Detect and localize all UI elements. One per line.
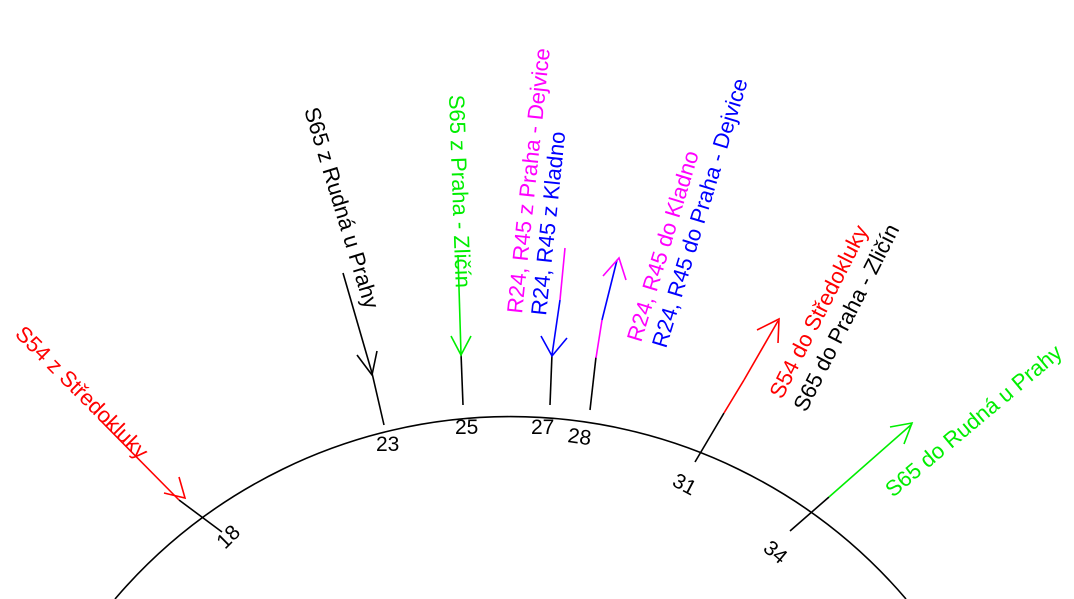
- route-label-s54-from: S54 z Středokluky: [10, 321, 153, 464]
- arrow-head-s65-to-rudna: [889, 421, 914, 445]
- stop-number-27: 27: [531, 416, 554, 439]
- stop-number-18: 18: [212, 521, 245, 554]
- route-label-s65-to-rudna: S65 do Rudná u Prahy: [880, 340, 1067, 502]
- spoke-18: [178, 499, 223, 533]
- route-line-s54-to: [743, 320, 779, 381]
- stop-27: 27: [531, 247, 568, 439]
- stop-number-34: 34: [759, 536, 792, 569]
- stop-31: 31: [669, 317, 780, 500]
- stop-number-31: 31: [669, 469, 700, 500]
- route-label-s65-from-zlicin: S65 z Praha - Zličín: [444, 94, 476, 288]
- spoke-31: [694, 412, 725, 463]
- stop-28: 28: [566, 256, 627, 450]
- stop-34: 34: [759, 421, 914, 569]
- route-line-s65-from-rudna: [342, 272, 373, 374]
- route-label-s65-from-rudna: S65 z Rudná u Prahy: [299, 104, 384, 311]
- stop-number-25: 25: [455, 416, 478, 439]
- route-line-s65-to-rudna: [828, 423, 913, 498]
- spoke-34: [789, 496, 830, 532]
- route-line-r24-to-kladno: [601, 259, 618, 321]
- spoke-28: [589, 356, 597, 411]
- arrow-head-s65-from-zlicin: [450, 335, 472, 357]
- arrow-head-r24-inbound: [540, 335, 568, 358]
- route-line-r24-from-dejvice: [559, 247, 566, 301]
- route-line-s65-from-zlicin: [457, 254, 462, 355]
- route-line-r24-from-kladno: [551, 299, 561, 356]
- spoke-27: [549, 353, 553, 406]
- stop-25: 25: [450, 254, 478, 439]
- spoke-23: [371, 372, 385, 426]
- spoke-25: [460, 352, 464, 406]
- route-line-s65-to-zlicin: [723, 379, 745, 414]
- stop-23: 23: [342, 272, 399, 456]
- arrow-head-s54-to: [756, 317, 780, 344]
- stop-number-23: 23: [376, 433, 399, 456]
- arrow-head-r24-outbound: [602, 256, 627, 281]
- route-line-s54-from: [99, 419, 180, 501]
- route-line-r24-to-dejvice: [595, 319, 603, 359]
- arrow-head-s65-from-rudna: [356, 350, 378, 377]
- stop-number-28: 28: [566, 424, 592, 450]
- arrow-head-s54-from: [163, 476, 187, 500]
- track-circle: [114, 415, 907, 599]
